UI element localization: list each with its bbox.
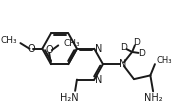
- Text: N: N: [95, 44, 103, 54]
- Text: NH₂: NH₂: [144, 93, 162, 103]
- Text: D: D: [133, 38, 140, 47]
- Text: CH₃: CH₃: [64, 39, 80, 48]
- Text: N: N: [95, 75, 103, 85]
- Text: D: D: [120, 43, 127, 52]
- Text: O: O: [45, 45, 53, 55]
- Text: CH₃: CH₃: [157, 56, 172, 65]
- Text: D: D: [138, 49, 145, 58]
- Text: H₂N: H₂N: [60, 93, 79, 103]
- Text: N: N: [119, 59, 127, 69]
- Text: O: O: [28, 44, 35, 54]
- Text: CH₃: CH₃: [0, 36, 17, 45]
